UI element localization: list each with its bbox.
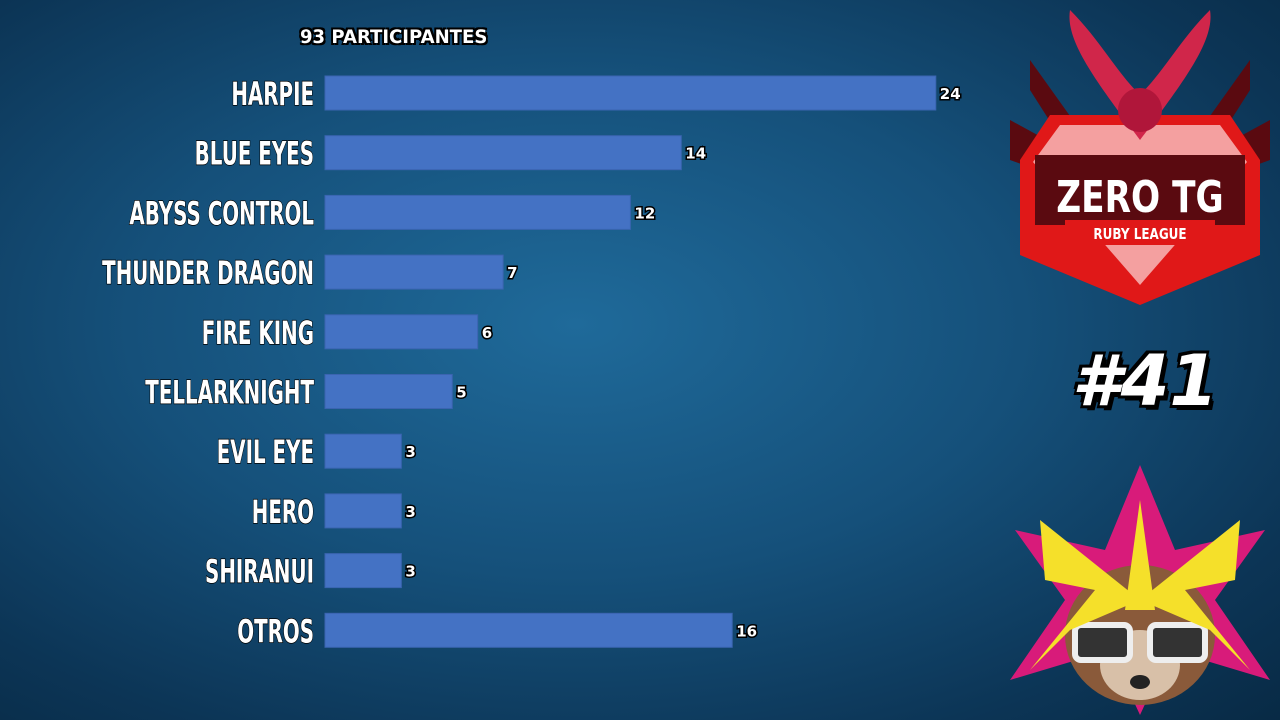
chart-title: 93 PARTICIPANTES: [300, 26, 488, 48]
category-label: ABYSS CONTROL: [129, 196, 314, 233]
data-label: 5: [456, 384, 466, 402]
logo-subtitle: RUBY LEAGUE: [1093, 226, 1186, 244]
data-label: 3: [405, 443, 415, 461]
bar-hero: [324, 493, 402, 529]
bar-abyss-control: [324, 194, 631, 230]
data-label: 3: [405, 563, 415, 581]
category-label: SHIRANUI: [205, 554, 314, 591]
category-label: FIRE KING: [202, 315, 314, 352]
edition-number: #41: [1072, 340, 1219, 422]
category-label: HERO: [252, 494, 314, 531]
bar-evil-eye: [324, 433, 402, 469]
logo-title: ZERO TG: [1056, 172, 1223, 223]
data-label: 3: [405, 503, 415, 521]
zero-tg-logo: ZERO TG RUBY LEAGUE: [1010, 10, 1270, 305]
mascot-illustration: [1010, 465, 1270, 715]
category-label: HARPIE: [231, 76, 314, 113]
data-label: 24: [940, 85, 961, 103]
bar-harpie: [324, 75, 937, 111]
data-label: 6: [482, 324, 492, 342]
bar-tellarknight: [324, 374, 453, 409]
data-label: 12: [634, 204, 655, 222]
category-label: EVIL EYE: [217, 434, 314, 471]
bar-thunder-dragon: [324, 254, 504, 290]
bar-shiranui: [324, 553, 402, 589]
data-label: 16: [736, 622, 757, 640]
bar-otros: [324, 612, 733, 648]
bar-fire-king: [324, 314, 479, 350]
bar-blue-eyes: [324, 135, 682, 171]
category-label: THUNDER DRAGON: [102, 255, 314, 292]
data-label: 14: [685, 145, 706, 163]
data-label: 7: [507, 264, 517, 282]
category-label: OTROS: [237, 613, 314, 650]
bar-chart: HARPIE 24 BLUE EYES 14 ABYSS CONTROL 12 THUNDE…: [102, 75, 962, 651]
category-label: TELLARKNIGHT: [145, 375, 314, 412]
category-label: BLUE EYES: [195, 136, 314, 173]
